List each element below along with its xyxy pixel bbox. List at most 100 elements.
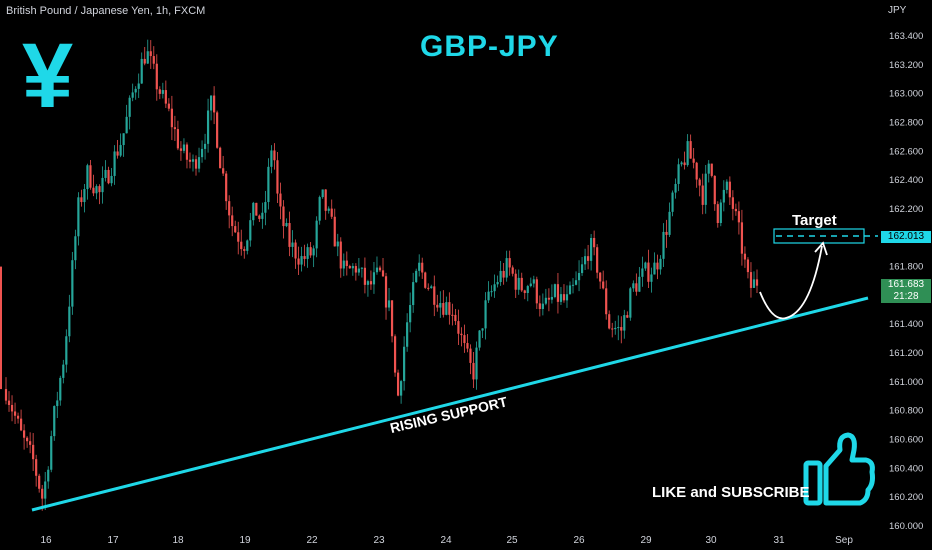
candle-body [41,488,44,499]
candle-body [173,127,176,130]
candle-body [348,265,351,269]
candle-body [713,175,716,205]
candle-body [583,256,587,265]
candle-body [44,481,47,499]
candle-body [424,272,427,288]
candle-body [264,202,267,213]
candle-body [50,436,53,470]
candle-body [38,475,41,489]
candle-body [725,181,728,190]
candle-body [86,165,89,190]
candle-body [74,236,77,261]
candle-body [113,151,116,176]
candle-body [695,162,698,180]
target-price-tag: 162.013 [881,231,931,243]
candle-body [321,189,324,198]
price-tick: 162.200 [889,204,923,215]
candle-body [107,169,110,184]
candle-body [71,260,74,307]
bar-countdown: 21:28 [893,291,919,302]
candle-body [400,381,403,396]
price-tick: 160.400 [889,463,923,474]
candle-body [704,173,707,205]
candle-body [255,202,258,216]
candle-body [294,242,297,259]
candle-body [297,258,300,265]
chart-title: GBP-JPY [420,30,559,63]
price-tick: 160.200 [889,492,923,503]
candle-body [445,302,448,315]
price-tick: 163.400 [889,31,923,42]
candle-body [671,192,674,212]
candle-body [234,226,237,233]
candle-body [16,415,20,419]
candle-body [35,459,38,476]
candle-body [701,185,704,205]
candle-body [333,216,336,247]
like-subscribe-text: LIKE and SUBSCRIBE [652,484,810,501]
candle-body [662,231,665,259]
candle-body [517,277,520,290]
time-tick: 19 [239,535,251,546]
candle-body [249,220,252,241]
candle-body [752,279,756,288]
candle-body [460,333,463,336]
time-tick: 18 [172,535,184,546]
candle-body [92,187,95,194]
candle-body [327,208,330,211]
candle-body [176,129,180,149]
candle-body [469,348,472,363]
candle-body [267,166,270,203]
candle-body [258,215,261,219]
time-tick: 23 [373,535,385,546]
candle-body [80,197,83,203]
candle-body [83,189,86,203]
candle-body [59,377,62,401]
candle-body [119,145,122,156]
candle-body [439,303,442,308]
candle-body [457,321,460,334]
candle-body [357,268,360,273]
candle-body [529,283,532,287]
candle-body [656,262,659,270]
candle-body [556,284,560,302]
candle-body [282,206,285,227]
candle-body [312,248,315,256]
candle-body [526,286,529,294]
candle-body [324,189,327,211]
price-tick: 162.400 [889,175,923,186]
candle-body [65,336,68,365]
candle-body [240,241,243,250]
candle-body [306,247,309,259]
candle-body [538,303,541,309]
candle-body [56,400,59,407]
candle-body [339,241,342,269]
candle-body [203,143,207,149]
candle-body [535,279,538,304]
candle-body [541,303,544,309]
candle-body [219,147,222,169]
candle-body [638,276,641,292]
candle-body [390,300,394,337]
thumb-hand [823,432,875,506]
price-tick: 163.000 [889,89,923,100]
candle-body [0,266,2,390]
candle-body [149,51,152,57]
candle-body [547,297,550,300]
candle-body [716,204,719,223]
candle-body [403,346,406,382]
candle-body [689,141,692,159]
candle-body [95,186,98,194]
candle-body [755,279,759,286]
candle-body [288,223,291,247]
candle-body [737,211,741,223]
time-axis: 16 17 18 19 22 23 24 25 26 29 30 31 Sep [40,535,853,546]
price-tick: 160.000 [889,521,923,532]
time-tick: 31 [773,535,785,546]
candle-body [300,256,303,265]
candle-body [363,267,367,285]
candle-body [158,89,161,94]
target-label: Target [792,212,837,229]
candle-body [125,116,128,134]
